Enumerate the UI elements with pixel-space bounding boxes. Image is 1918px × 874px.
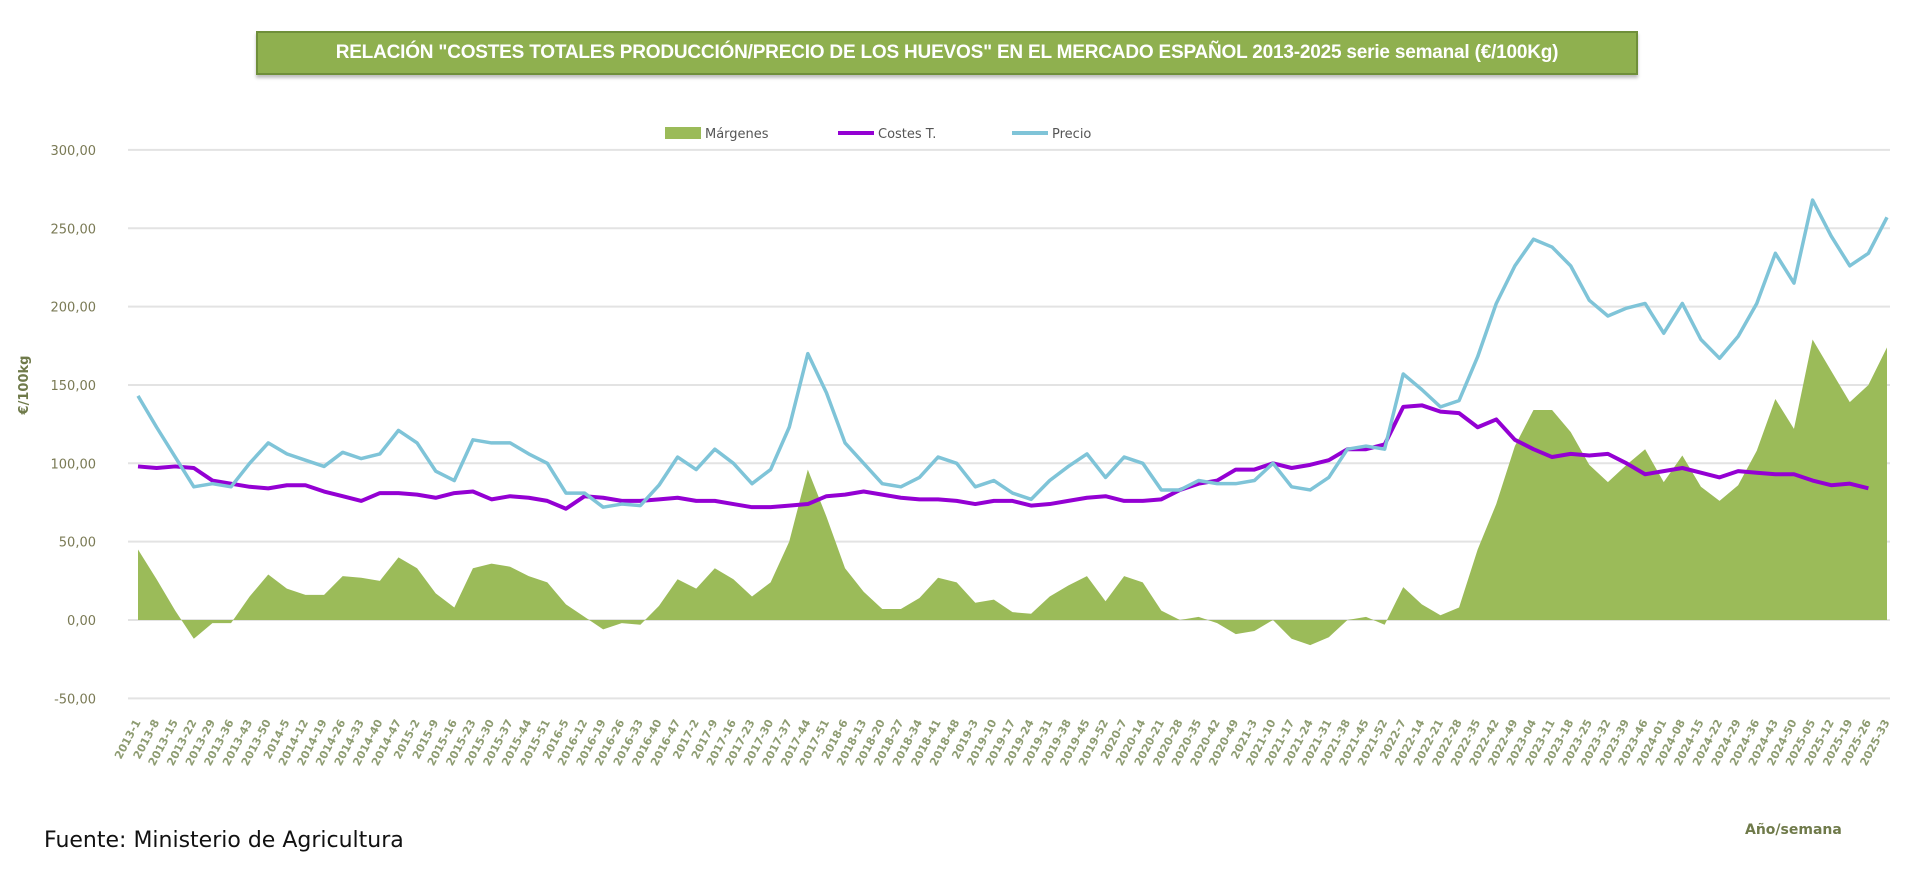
y-tick-labels: -50,00 0,00 50,00 100,00 150,00 200,00 250,00 3… xyxy=(51,144,97,707)
margins-area-layer xyxy=(138,339,1887,646)
y-tick-label: 0,00 xyxy=(67,614,96,629)
x-axis-label: Año/semana xyxy=(1745,822,1842,838)
series-margenes-area xyxy=(138,339,1887,646)
y-tick-label: 150,00 xyxy=(51,379,97,394)
chart-title: RELACIÓN "COSTES TOTALES PRODUCCIÓN/PREC… xyxy=(256,31,1638,75)
y-tick-label: 300,00 xyxy=(51,144,97,159)
y-tick-label: 50,00 xyxy=(59,536,96,551)
series-costes-line xyxy=(137,403,1869,511)
y-tick-label: 200,00 xyxy=(51,301,97,316)
y-axis-label: €/100kg xyxy=(17,356,32,416)
legend-label: Costes T. xyxy=(878,127,936,142)
gridlines xyxy=(128,148,1890,700)
y-tick-label: 100,00 xyxy=(51,457,97,472)
x-tick-labels: 2013-12013-82013-152013-222013-292013-36… xyxy=(112,717,1893,768)
legend-label: Márgenes xyxy=(705,127,769,142)
y-tick-label: 250,00 xyxy=(51,222,97,237)
legend-swatch-margenes xyxy=(665,127,701,139)
legend: Márgenes Costes T. Precio xyxy=(665,127,1091,142)
lines-layer xyxy=(136,198,1889,511)
source-note: Fuente: Ministerio de Agricultura xyxy=(44,828,404,853)
y-tick-label: -50,00 xyxy=(54,692,96,707)
legend-label: Precio xyxy=(1052,127,1091,142)
